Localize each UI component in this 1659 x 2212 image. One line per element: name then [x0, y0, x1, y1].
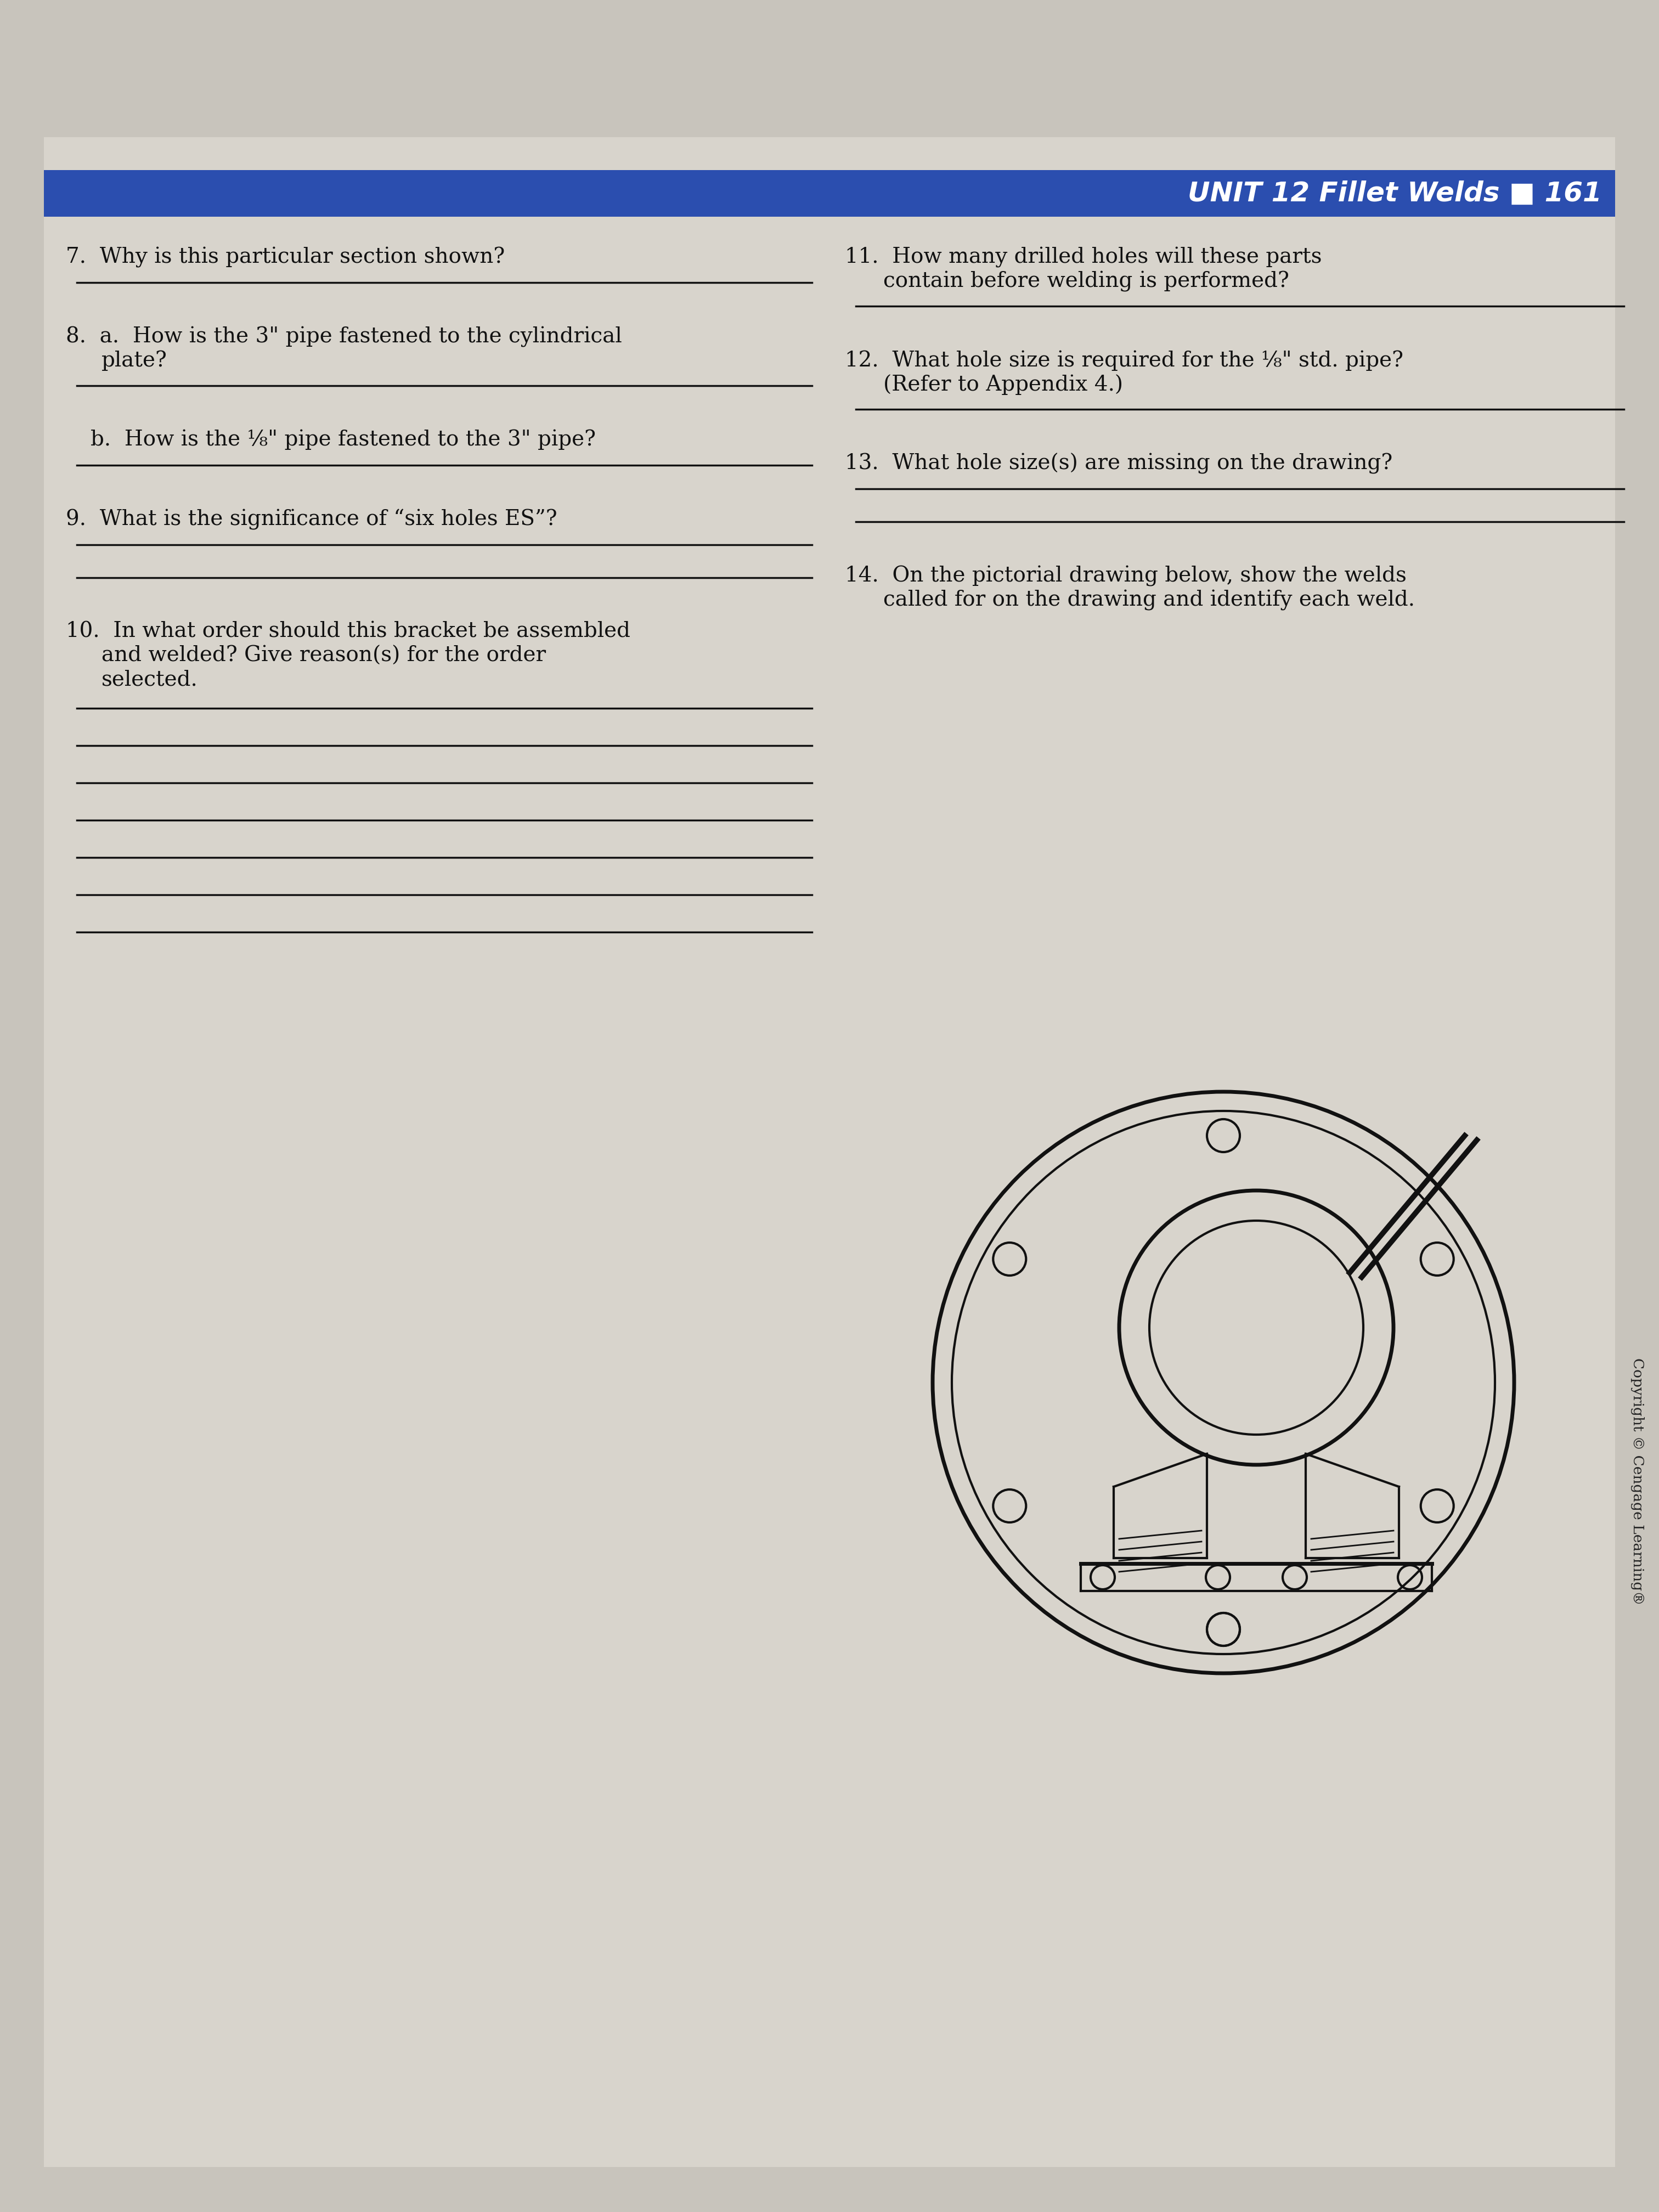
Text: 14.  On the pictorial drawing below, show the welds: 14. On the pictorial drawing below, show…: [844, 566, 1407, 586]
Text: selected.: selected.: [101, 670, 197, 690]
Text: 12.  What hole size is required for the ⅛" std. pipe?: 12. What hole size is required for the ⅛…: [844, 349, 1404, 372]
Text: called for on the drawing and identify each weld.: called for on the drawing and identify e…: [883, 591, 1415, 611]
FancyBboxPatch shape: [43, 137, 1616, 2168]
Text: 8.  a.  How is the 3" pipe fastened to the cylindrical: 8. a. How is the 3" pipe fastened to the…: [66, 327, 622, 347]
Text: 13.  What hole size(s) are missing on the drawing?: 13. What hole size(s) are missing on the…: [844, 453, 1392, 473]
Text: 9.  What is the significance of “six holes ES”?: 9. What is the significance of “six hole…: [66, 509, 557, 531]
Text: 10.  In what order should this bracket be assembled: 10. In what order should this bracket be…: [66, 622, 630, 641]
Text: 11.  How many drilled holes will these parts: 11. How many drilled holes will these pa…: [844, 248, 1322, 268]
Text: plate?: plate?: [101, 349, 168, 372]
Text: b.  How is the ⅛" pipe fastened to the 3" pipe?: b. How is the ⅛" pipe fastened to the 3"…: [91, 429, 596, 449]
Text: contain before welding is performed?: contain before welding is performed?: [883, 272, 1289, 292]
FancyBboxPatch shape: [43, 170, 1616, 217]
Text: and welded? Give reason(s) for the order: and welded? Give reason(s) for the order: [101, 646, 546, 666]
Text: 7.  Why is this particular section shown?: 7. Why is this particular section shown?: [66, 248, 504, 268]
Text: Copyright © Cengage Learning®: Copyright © Cengage Learning®: [1631, 1358, 1644, 1606]
Text: UNIT 12 Fillet Welds ■ 161: UNIT 12 Fillet Welds ■ 161: [1188, 179, 1603, 206]
Text: (Refer to Appendix 4.): (Refer to Appendix 4.): [883, 374, 1123, 396]
